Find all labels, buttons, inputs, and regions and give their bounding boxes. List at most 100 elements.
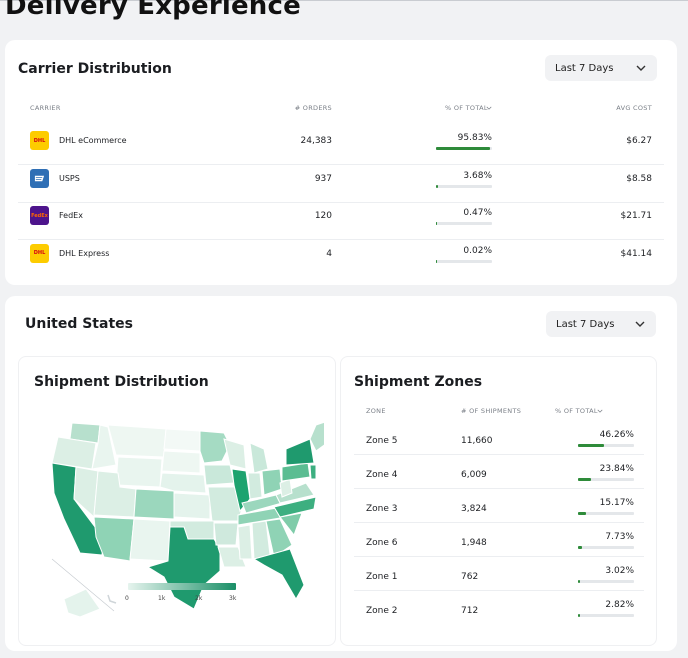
map-state-mt[interactable] xyxy=(107,424,167,458)
shipment-distribution-panel: Shipment Distribution xyxy=(18,356,336,646)
zone-pct: 2.82% xyxy=(605,600,634,610)
zone-name: Zone 3 xyxy=(366,504,398,514)
column-header-pct-label: % OF TOTAL xyxy=(445,104,488,112)
zone-pct-bar xyxy=(578,580,634,583)
map-state-fl[interactable] xyxy=(252,548,305,600)
sort-chevron-icon xyxy=(486,106,492,110)
map-state-wi[interactable] xyxy=(223,438,247,470)
zone-pct-bar-fill xyxy=(578,546,583,549)
row-divider xyxy=(18,164,664,165)
zone-pct-bar xyxy=(578,444,634,447)
dhl-logo-icon: DHL xyxy=(30,131,49,150)
zone-pct: 15.17% xyxy=(599,498,634,508)
map-state-mn[interactable] xyxy=(199,430,231,464)
row-divider xyxy=(18,239,664,240)
us-date-range-dropdown[interactable]: Last 7 Days xyxy=(546,311,656,337)
table-row[interactable]: DHL DHL Express 4 0.02% $41.14 xyxy=(18,241,664,278)
table-row[interactable]: Zone 1 762 3.02% xyxy=(354,557,644,591)
carrier-pct-bar-fill xyxy=(436,222,437,225)
window-top-border xyxy=(0,0,688,1)
table-row[interactable]: USPS 937 3.68% $8.58 xyxy=(18,166,664,203)
map-state-nm[interactable] xyxy=(129,518,171,562)
zone-pct-bar-fill xyxy=(578,512,587,515)
map-state-la[interactable] xyxy=(217,546,247,568)
column-header-carrier[interactable]: CARRIER xyxy=(30,104,61,112)
chevron-down-icon xyxy=(635,321,645,327)
carrier-avg-cost: $6.27 xyxy=(626,136,652,146)
united-states-card: United States Last 7 Days Shipment Distr… xyxy=(5,296,677,651)
table-row[interactable]: FedEx FedEx 120 0.47% $21.71 xyxy=(18,203,664,240)
row-divider xyxy=(354,454,644,455)
column-header-zone-pct[interactable]: % OF TOTAL xyxy=(555,405,615,415)
legend-tick-label: 1k xyxy=(158,595,166,602)
carrier-pct-bar xyxy=(436,222,492,225)
map-state-id[interactable] xyxy=(91,424,117,470)
map-state-ms[interactable] xyxy=(237,524,253,560)
carrier-date-range-dropdown[interactable]: Last 7 Days xyxy=(545,55,657,81)
zone-name: Zone 6 xyxy=(366,538,398,548)
map-state-in[interactable] xyxy=(247,472,263,500)
zone-pct-bar-fill xyxy=(578,444,604,447)
table-row[interactable]: Zone 6 1,948 7.73% xyxy=(354,523,644,557)
map-state-new-england[interactable] xyxy=(309,421,324,452)
column-header-avg-cost[interactable]: AVG COST xyxy=(616,104,652,112)
map-state-va[interactable] xyxy=(275,482,315,504)
map-state-ga[interactable] xyxy=(265,518,293,558)
table-row[interactable]: DHL DHL eCommerce 24,383 95.83% $6.27 xyxy=(18,128,664,165)
map-state-pa[interactable] xyxy=(281,462,311,482)
zone-pct: 46.26% xyxy=(599,430,634,440)
shipment-zones-panel: Shipment Zones ZONE # OF SHIPMENTS % OF … xyxy=(340,356,657,646)
carrier-pct-bar-fill xyxy=(436,147,490,150)
map-state-nc[interactable] xyxy=(273,496,317,518)
zone-name: Zone 4 xyxy=(366,470,398,480)
map-state-ne[interactable] xyxy=(159,472,207,494)
chevron-down-icon xyxy=(636,65,646,71)
column-header-zone[interactable]: ZONE xyxy=(366,407,386,415)
carrier-avg-cost: $21.71 xyxy=(620,211,653,221)
table-row[interactable]: Zone 5 11,660 46.26% xyxy=(354,421,644,455)
legend-tick-label: 0 xyxy=(125,595,129,602)
map-state-az[interactable] xyxy=(93,516,135,562)
carrier-distribution-card: Carrier Distribution Last 7 Days CARRIER… xyxy=(5,40,677,285)
usps-logo-icon xyxy=(30,168,49,188)
shipment-distribution-title: Shipment Distribution xyxy=(34,374,209,390)
carrier-pct-bar xyxy=(436,259,492,263)
table-row[interactable]: Zone 4 6,009 23.84% xyxy=(354,455,644,489)
row-divider xyxy=(354,590,644,591)
map-state-ak[interactable] xyxy=(63,588,101,618)
zone-shipments: 762 xyxy=(461,572,479,582)
map-state-co[interactable] xyxy=(133,488,175,520)
map-state-oh[interactable] xyxy=(261,468,283,496)
column-header-orders[interactable]: # ORDERS xyxy=(294,104,332,112)
carrier-distribution-title: Carrier Distribution xyxy=(18,61,172,77)
map-state-nj[interactable] xyxy=(309,464,317,480)
map-state-nd[interactable] xyxy=(163,428,201,452)
map-state-ia[interactable] xyxy=(203,464,235,486)
carrier-orders: 4 xyxy=(326,248,332,259)
map-state-mi[interactable] xyxy=(249,442,269,474)
map-state-ks[interactable] xyxy=(173,492,211,520)
map-state-ny[interactable] xyxy=(285,438,315,466)
table-row[interactable]: Zone 3 3,824 15.17% xyxy=(354,489,644,523)
column-header-pct[interactable]: % OF TOTAL xyxy=(437,102,493,112)
map-state-sc[interactable] xyxy=(279,512,303,537)
carrier-avg-cost: $8.58 xyxy=(626,173,652,184)
dropdown-label: Last 7 Days xyxy=(555,63,614,74)
map-state-sd[interactable] xyxy=(161,450,201,474)
zone-pct-bar xyxy=(578,614,634,617)
carrier-pct: 3.68% xyxy=(463,170,492,181)
shipment-zones-title: Shipment Zones xyxy=(354,374,483,390)
map-state-ar[interactable] xyxy=(213,522,239,546)
zone-shipments: 11,660 xyxy=(461,436,493,446)
carrier-name: USPS xyxy=(59,173,80,183)
us-choropleth-map xyxy=(51,421,324,618)
carrier-name: DHL eCommerce xyxy=(59,136,127,145)
map-state-wy[interactable] xyxy=(115,456,163,488)
dhl-logo-icon: DHL xyxy=(30,243,49,263)
united-states-title: United States xyxy=(25,316,133,332)
carrier-orders: 24,383 xyxy=(300,136,333,146)
column-header-shipments[interactable]: # OF SHIPMENTS xyxy=(461,407,522,415)
zone-pct-bar-fill xyxy=(578,614,580,617)
table-row[interactable]: Zone 2 712 2.82% xyxy=(354,591,644,625)
legend-tick-label: 3k xyxy=(229,595,237,602)
